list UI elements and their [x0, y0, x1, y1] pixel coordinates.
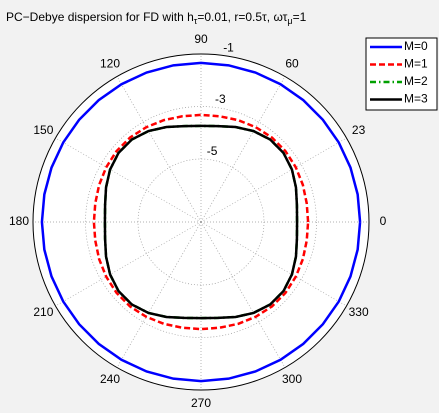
title-subscript: μ — [287, 16, 292, 26]
r-tick-label: -3 — [215, 92, 226, 106]
r-tick-label: -5 — [207, 144, 218, 158]
spoke-grid-line — [116, 221, 202, 368]
theta-tick-label: 90 — [194, 32, 208, 46]
title-subscript: τ — [194, 16, 198, 26]
theta-tick-label: 330 — [349, 305, 369, 319]
title-text: PC−Debye dispersion for FD with h — [6, 10, 194, 24]
series-line — [92, 113, 310, 331]
theta-tick-label: 150 — [33, 123, 53, 137]
ring-grid-line — [137, 158, 265, 286]
legend-label: M=1 — [404, 57, 428, 71]
spoke-grid-line — [200, 221, 347, 307]
theta-tick-label: 240 — [100, 372, 120, 386]
r-tick-label: -1 — [223, 40, 234, 54]
theta-tick-label: 270 — [191, 396, 211, 410]
spoke-grid-line — [200, 221, 286, 368]
theta-tick-label: 0 — [380, 214, 387, 228]
legend-label: M=0 — [404, 39, 428, 53]
outer-ring — [32, 53, 370, 391]
legend-label: M=2 — [404, 74, 428, 88]
chart-title: PC−Debye dispersion for FD with hτ=0.01,… — [6, 10, 307, 26]
spoke-grid-line — [200, 76, 286, 223]
spoke-grid-line — [55, 221, 202, 307]
theta-tick-label: 180 — [9, 214, 29, 228]
spoke-grid-line — [200, 137, 347, 223]
title-text: =0.01, r=0.5τ, ωτ — [197, 10, 287, 24]
series-line — [103, 124, 299, 320]
legend-box — [365, 37, 438, 111]
theta-tick-label: 23 — [352, 123, 366, 137]
spoke-grid-line — [55, 137, 202, 223]
theta-tick-label: 60 — [285, 57, 299, 71]
ring-grid-line — [85, 106, 317, 338]
theta-tick-label: 120 — [100, 57, 120, 71]
series-line — [40, 61, 362, 383]
legend-label: M=3 — [404, 92, 428, 106]
title-text: =1 — [293, 10, 307, 24]
theta-tick-label: 210 — [33, 305, 53, 319]
theta-tick-label: 300 — [282, 372, 302, 386]
spoke-grid-line — [116, 76, 202, 223]
